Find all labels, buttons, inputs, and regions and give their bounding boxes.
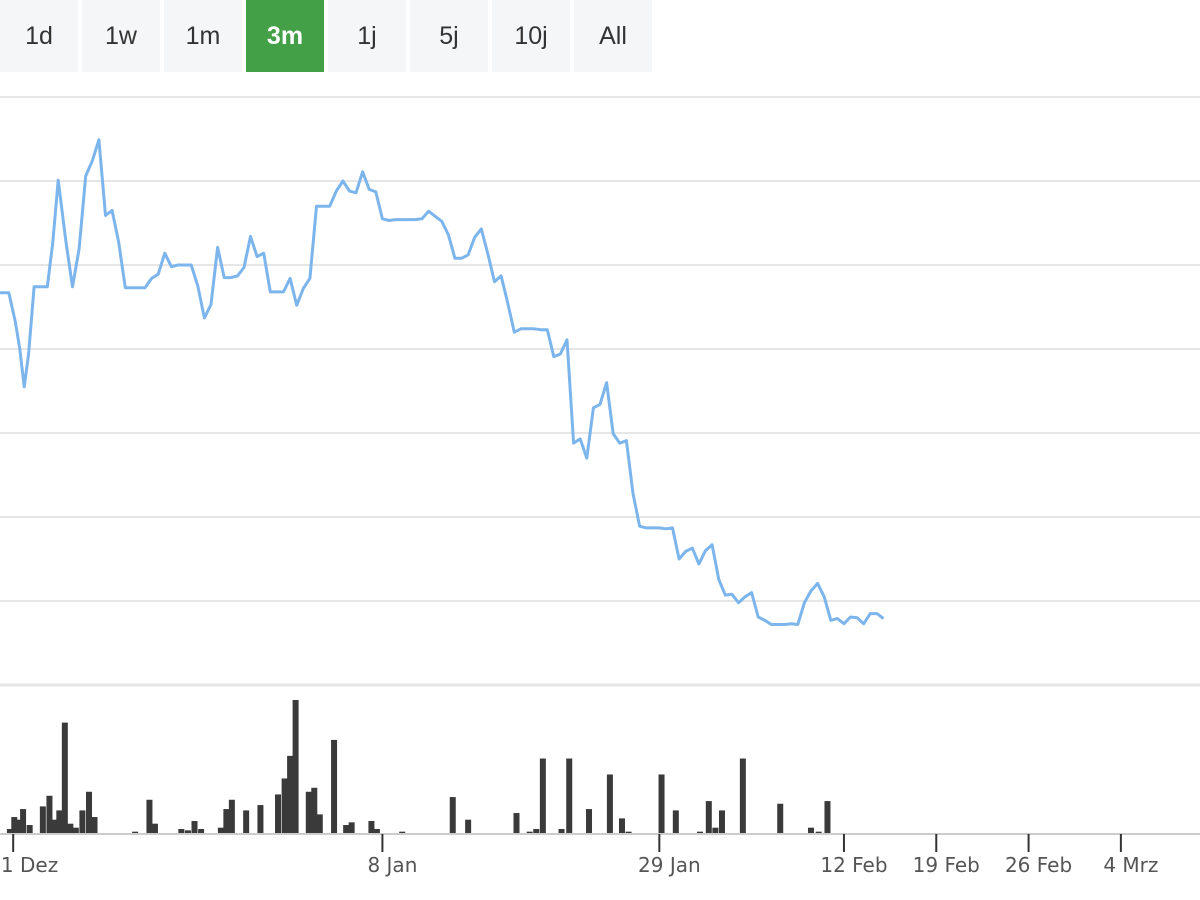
range-button-5j[interactable]: 5j bbox=[410, 0, 488, 72]
volume-bar bbox=[56, 810, 63, 833]
volume-bar bbox=[705, 801, 712, 833]
range-selector: 1d 1w 1m 3m 1j 5j 10j All bbox=[0, 0, 652, 72]
volume-bar bbox=[11, 817, 18, 833]
volume-bar bbox=[539, 758, 546, 833]
volume-bar bbox=[815, 831, 822, 833]
volume-bar bbox=[586, 809, 593, 833]
volume-bar bbox=[6, 829, 13, 833]
volume-bar bbox=[198, 829, 205, 833]
volume-bar bbox=[178, 829, 185, 833]
price-grid bbox=[0, 96, 1200, 687]
volume-bar bbox=[86, 791, 93, 833]
volume-bar bbox=[625, 831, 632, 833]
volume-bars bbox=[6, 700, 831, 833]
price-line-series bbox=[0, 138, 885, 626]
range-button-1d[interactable]: 1d bbox=[0, 0, 78, 72]
volume-bar bbox=[146, 799, 153, 833]
volume-bar bbox=[558, 829, 565, 833]
volume-bar bbox=[72, 827, 79, 833]
range-button-all[interactable]: All bbox=[574, 0, 652, 72]
volume-bar bbox=[316, 814, 323, 833]
volume-bar bbox=[343, 825, 350, 833]
range-button-1m[interactable]: 1m bbox=[164, 0, 242, 72]
volume-bar bbox=[275, 794, 282, 833]
volume-bar bbox=[824, 801, 831, 833]
volume-bar bbox=[449, 797, 456, 833]
price-line bbox=[0, 138, 885, 626]
volume-bar bbox=[46, 795, 53, 833]
volume-bar bbox=[151, 823, 158, 833]
volume-bar bbox=[618, 818, 625, 833]
volume-bar bbox=[533, 829, 540, 833]
range-button-3m[interactable]: 3m bbox=[246, 0, 324, 72]
range-button-1w[interactable]: 1w bbox=[82, 0, 160, 72]
volume-bar bbox=[658, 774, 665, 833]
volume-bar bbox=[15, 819, 22, 833]
volume-bar bbox=[672, 810, 679, 833]
volume-bar bbox=[39, 806, 46, 833]
volume-bar bbox=[26, 825, 33, 833]
x-tick-label: 12 Feb bbox=[820, 853, 887, 877]
volume-bar bbox=[20, 809, 27, 833]
volume-bar bbox=[79, 810, 86, 833]
range-button-10j[interactable]: 10j bbox=[492, 0, 570, 72]
range-button-1j[interactable]: 1j bbox=[328, 0, 406, 72]
x-axis: 11 Dez 8 Jan 29 Jan 12 Feb 19 Feb 26 Feb 4 Mrz bbox=[0, 833, 1200, 877]
volume-bar bbox=[305, 791, 312, 833]
volume-bar bbox=[697, 831, 703, 833]
volume-bar bbox=[718, 810, 725, 833]
volume-bar bbox=[348, 822, 355, 833]
x-tick-label: 4 Mrz bbox=[1103, 853, 1158, 877]
x-tick-label: 11 Dez bbox=[0, 853, 58, 877]
volume-bar bbox=[61, 722, 68, 833]
volume-bar bbox=[739, 758, 746, 833]
volume-bar bbox=[184, 830, 191, 833]
volume-bar bbox=[712, 827, 719, 833]
volume-bar bbox=[373, 829, 380, 833]
volume-bar bbox=[51, 819, 58, 833]
volume-bar bbox=[513, 813, 520, 833]
volume-bar bbox=[465, 819, 472, 833]
volume-bar bbox=[91, 817, 98, 833]
x-tick-label: 26 Feb bbox=[1005, 853, 1072, 877]
volume-bar bbox=[399, 831, 406, 833]
volume-bar bbox=[331, 739, 338, 833]
x-tick-label: 29 Jan bbox=[638, 853, 701, 877]
volume-bar bbox=[217, 827, 224, 833]
volume-bar bbox=[191, 821, 198, 833]
volume-bar bbox=[807, 827, 814, 833]
volume-bar bbox=[566, 758, 573, 833]
volume-bar bbox=[132, 831, 139, 833]
volume-bar bbox=[67, 823, 74, 833]
volume-bar bbox=[606, 774, 613, 833]
volume-bar bbox=[243, 810, 250, 833]
volume-bar bbox=[292, 700, 299, 833]
volume-bar bbox=[777, 803, 784, 833]
volume-bar bbox=[281, 778, 288, 833]
volume-bar bbox=[223, 809, 230, 833]
x-tick-label: 19 Feb bbox=[913, 853, 980, 877]
volume-bar bbox=[228, 799, 235, 833]
volume-bar bbox=[526, 831, 533, 833]
volume-bar bbox=[368, 821, 375, 833]
volume-bar bbox=[311, 787, 318, 833]
volume-bar bbox=[287, 755, 294, 833]
x-tick-label: 8 Jan bbox=[367, 853, 417, 877]
volume-bar bbox=[257, 805, 264, 833]
